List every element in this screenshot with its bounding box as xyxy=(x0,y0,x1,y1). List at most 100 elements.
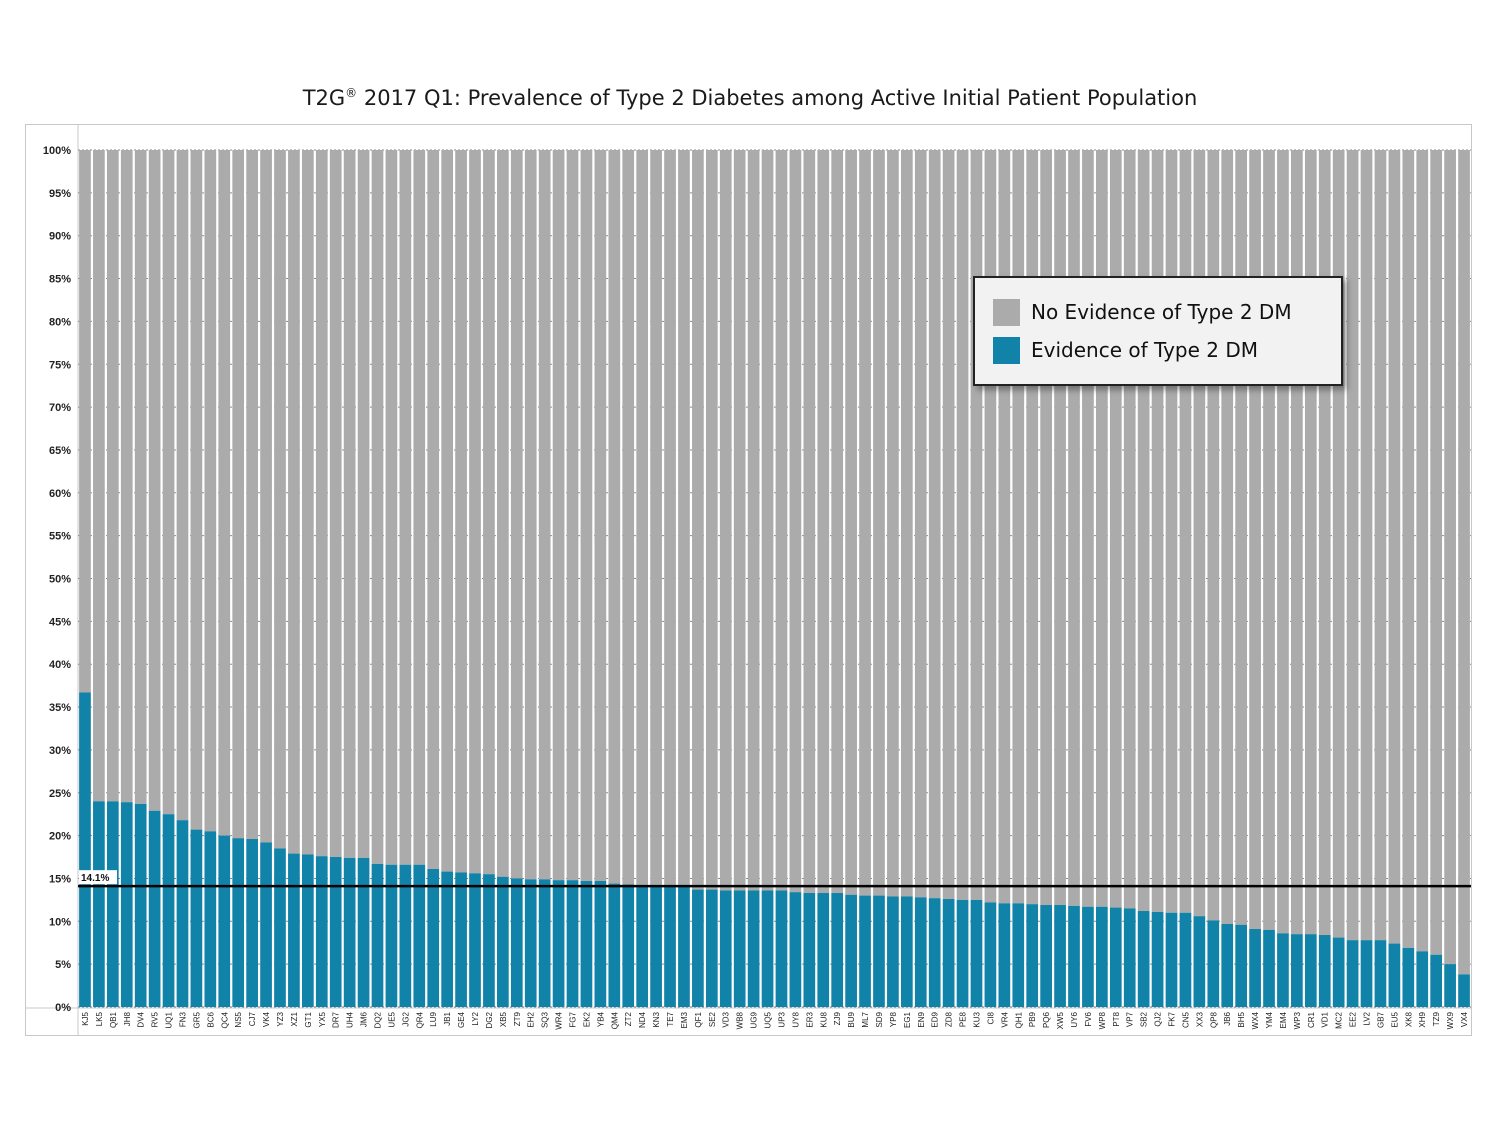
bar-evidence xyxy=(1123,908,1136,1007)
bar-evidence xyxy=(1040,905,1052,1007)
legend-swatch-evidence xyxy=(993,336,1020,364)
bar-evidence xyxy=(510,878,523,1007)
bar-no-evidence xyxy=(1346,150,1359,941)
bar-evidence xyxy=(1012,903,1025,1007)
x-tick-label: LU9 xyxy=(429,1011,438,1026)
bar-no-evidence xyxy=(998,150,1011,904)
bar-evidence xyxy=(301,854,314,1007)
bar-no-evidence xyxy=(1193,150,1206,917)
y-tick-label: 25% xyxy=(49,788,71,800)
y-tick-label: 100% xyxy=(43,145,71,157)
bar-no-evidence xyxy=(204,150,217,832)
x-tick-label: SB2 xyxy=(1140,1011,1149,1027)
bar-evidence xyxy=(1249,929,1261,1007)
bar-no-evidence xyxy=(1304,150,1317,935)
x-tick-label: CJ7 xyxy=(248,1011,257,1026)
bar-evidence xyxy=(845,894,857,1007)
x-tick-label: GE4 xyxy=(457,1011,466,1028)
y-tick-label: 60% xyxy=(49,488,71,500)
bar-evidence xyxy=(329,857,342,1007)
bar-no-evidence xyxy=(120,150,133,803)
x-tick-label: SD9 xyxy=(875,1011,884,1027)
bar-no-evidence xyxy=(859,150,871,896)
x-tick-label: QR4 xyxy=(415,1011,424,1028)
bar-no-evidence xyxy=(1082,150,1094,907)
bar-evidence xyxy=(1151,911,1164,1007)
bar-evidence xyxy=(970,899,983,1007)
x-tick-label: KU8 xyxy=(819,1011,828,1027)
bar-evidence xyxy=(803,893,816,1007)
y-tick-label: 50% xyxy=(49,574,71,586)
y-tick-label: 65% xyxy=(49,445,71,457)
bar-no-evidence xyxy=(260,150,272,843)
bar-no-evidence xyxy=(329,150,342,858)
chart-title-registered-mark: ® xyxy=(345,86,358,100)
y-tick-label: 75% xyxy=(49,359,71,371)
bar-no-evidence xyxy=(928,150,941,899)
x-tick-label: EH2 xyxy=(527,1011,536,1027)
x-tick-label: ND4 xyxy=(638,1011,647,1028)
bar-evidence xyxy=(719,890,732,1007)
bar-no-evidence xyxy=(93,150,105,802)
x-tick-label: ZJ9 xyxy=(833,1011,842,1025)
bar-no-evidence xyxy=(761,150,774,891)
bar-no-evidence xyxy=(1165,150,1178,913)
bar-evidence xyxy=(1360,940,1373,1007)
bar-no-evidence xyxy=(371,150,384,864)
bar-evidence xyxy=(1402,947,1415,1007)
x-tick-label: QM4 xyxy=(610,1011,619,1029)
x-tick-label: DR7 xyxy=(332,1011,341,1028)
x-tick-label: SQ3 xyxy=(541,1011,550,1028)
x-tick-label: GB7 xyxy=(1376,1011,1385,1028)
bar-evidence xyxy=(1235,924,1248,1007)
x-tick-label: WX4 xyxy=(1251,1011,1260,1029)
bar-no-evidence xyxy=(608,150,621,884)
bar-no-evidence xyxy=(1402,150,1415,948)
bar-no-evidence xyxy=(956,150,969,900)
bar-evidence xyxy=(1165,912,1178,1007)
x-tick-label: WR4 xyxy=(555,1011,564,1029)
bar-evidence xyxy=(371,863,384,1007)
x-tick-label: VX4 xyxy=(1460,1011,1469,1027)
bar-no-evidence xyxy=(246,150,258,840)
bar-no-evidence xyxy=(914,150,927,898)
bar-evidence xyxy=(162,814,175,1007)
bar-evidence xyxy=(413,864,426,1007)
x-tick-label: EM3 xyxy=(680,1011,689,1028)
bar-no-evidence xyxy=(1068,150,1080,906)
bar-evidence xyxy=(1416,951,1429,1007)
legend-label-evidence: Evidence of Type 2 DM xyxy=(1031,338,1259,362)
bar-evidence xyxy=(148,810,161,1007)
bar-evidence xyxy=(232,838,245,1007)
bar-no-evidence xyxy=(274,150,286,849)
bar-evidence xyxy=(427,869,440,1007)
bar-evidence xyxy=(984,902,997,1007)
chart-frame xyxy=(25,124,1472,1036)
bar-evidence xyxy=(1458,974,1470,1007)
bar-evidence xyxy=(789,892,802,1007)
x-tick-label: ED9 xyxy=(931,1011,940,1027)
x-tick-label: LK5 xyxy=(95,1011,104,1026)
bar-evidence xyxy=(455,872,467,1007)
bar-no-evidence xyxy=(441,150,453,872)
bar-no-evidence xyxy=(315,150,328,857)
x-tick-label: FN3 xyxy=(178,1011,187,1027)
x-tick-label: WP3 xyxy=(1293,1011,1302,1029)
bar-no-evidence xyxy=(733,150,746,891)
bar-evidence xyxy=(608,883,621,1007)
bar-no-evidence xyxy=(357,150,370,858)
bar-no-evidence xyxy=(1151,150,1164,912)
y-tick-label: 10% xyxy=(49,916,71,928)
bar-evidence xyxy=(1068,905,1080,1007)
x-tick-label: ZT9 xyxy=(513,1011,522,1026)
bar-no-evidence xyxy=(747,150,760,891)
y-tick-label: 80% xyxy=(49,316,71,328)
bar-no-evidence xyxy=(106,150,119,802)
x-tick-label: PE8 xyxy=(959,1011,968,1027)
bar-evidence xyxy=(288,853,300,1007)
legend: No Evidence of Type 2 DM Evidence of Typ… xyxy=(973,276,1343,386)
x-tick-label: EE2 xyxy=(1349,1011,1358,1027)
bar-no-evidence xyxy=(970,150,983,900)
x-tick-label: DV4 xyxy=(137,1011,146,1027)
bar-evidence xyxy=(1304,934,1317,1007)
